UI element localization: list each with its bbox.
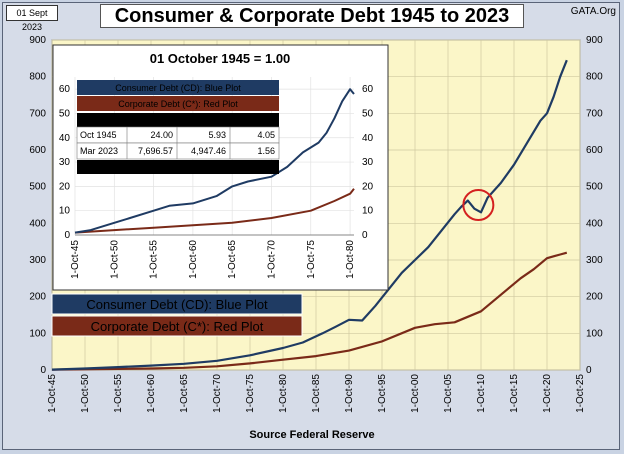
inset-table-cell: 4,947.46	[191, 146, 226, 156]
y-tick-label-left: 900	[29, 35, 46, 46]
y-tick-label-right: 200	[586, 292, 603, 303]
inset-title: 01 October 1945 = 1.00	[150, 51, 291, 66]
x-tick-label: 1-Oct-90	[344, 374, 355, 413]
x-tick-label: 1-Oct-45	[47, 374, 58, 413]
source-tag: GATA.Org	[570, 6, 616, 17]
inset-y-tick-left: 10	[59, 206, 71, 217]
x-tick-label: 1-Oct-70	[212, 374, 223, 413]
y-tick-label-right: 400	[586, 218, 603, 229]
inset-legend-consumer-box	[77, 80, 279, 95]
inset-table-cell: 4.05	[257, 130, 275, 140]
x-tick-label: 1-Oct-50	[80, 374, 91, 413]
y-tick-label-right: 800	[586, 72, 603, 83]
inset-table-header: CD $Bils	[186, 115, 222, 125]
consumer-debt-line	[51, 59, 568, 371]
inset-table-cell: 24.00	[150, 130, 173, 140]
x-tick-label: 1-Oct-00	[410, 374, 421, 413]
corporate-debt-line	[51, 251, 568, 371]
inset-y-tick-right: 20	[362, 181, 374, 192]
y-tick-label-left: 300	[29, 255, 46, 266]
inset-y-tick-left: 30	[59, 157, 71, 168]
inset-table-cell: Oct 1945	[80, 130, 117, 140]
chart-title: Consumer & Corporate Debt 1945 to 2023	[100, 4, 524, 28]
legend-corporate-label: Corporate Debt (C*): Red Plot	[91, 319, 264, 334]
inset-x-tick-label: 1-Oct-80	[345, 240, 356, 279]
inset-x-tick-label: 1-Oct-65	[227, 240, 238, 279]
y-tick-label-left: 400	[29, 218, 46, 229]
y-tick-label-left: 800	[29, 72, 46, 83]
y-tick-label-right: 700	[586, 108, 603, 119]
y-tick-label-left: 500	[29, 182, 46, 193]
y-tick-label-left: 600	[29, 145, 46, 156]
inset-table-header: C* $Bils	[136, 115, 169, 125]
inset-table-row	[76, 142, 280, 160]
x-tick-label: 1-Oct-15	[509, 374, 520, 413]
inset-table-header: C* / CD	[239, 115, 270, 125]
x-tick-label: 1-Oct-75	[245, 374, 256, 413]
inset-x-tick-label: 1-Oct-75	[306, 240, 317, 279]
legend-corporate-box	[51, 315, 303, 337]
x-tick-label: 1-Oct-05	[443, 374, 454, 413]
inset-y-tick-right: 60	[362, 84, 374, 95]
inset-y-tick-right: 10	[362, 206, 374, 217]
inset-y-tick-left: 20	[59, 181, 71, 192]
x-tick-label: 1-Oct-20	[542, 374, 553, 413]
y-tick-label-left: 0	[40, 365, 46, 376]
inset-table-cell: 1.56	[257, 146, 275, 156]
inset-y-tick-left: 60	[59, 84, 71, 95]
y-tick-label-left: 700	[29, 108, 46, 119]
y-tick-label-right: 600	[586, 145, 603, 156]
inset-y-tick-right: 0	[362, 230, 368, 241]
inset-y-tick-left: 0	[64, 230, 70, 241]
inset-consumer-debt-line	[74, 88, 355, 234]
x-tick-label: 1-Oct-25	[575, 374, 586, 413]
y-tick-label-right: 900	[586, 35, 603, 46]
inset-x-tick-label: 1-Oct-50	[109, 240, 120, 279]
inset-y-tick-right: 50	[362, 108, 374, 119]
inset-legend-consumer-label: Consumer Debt (CD): Blue Plot	[115, 83, 241, 93]
inset-x-tick-label: 1-Oct-70	[266, 240, 277, 279]
x-tick-label: 1-Oct-85	[311, 374, 322, 413]
inset-y-tick-left: 50	[59, 108, 71, 119]
y-tick-label-right: 500	[586, 182, 603, 193]
x-tick-label: 1-Oct-80	[278, 374, 289, 413]
inset-legend-corporate-box	[77, 96, 279, 111]
inset-table-cell: 5.93	[208, 130, 226, 140]
inset-y-tick-right: 30	[362, 157, 374, 168]
inset-table-header-row	[77, 113, 279, 127]
inset-x-tick-label: 1-Oct-60	[188, 240, 199, 279]
inset-corporate-debt-line	[74, 188, 355, 234]
y-tick-label-left: 200	[29, 292, 46, 303]
x-tick-label: 1-Oct-60	[146, 374, 157, 413]
highlight-circle	[462, 189, 495, 221]
inset-credit-label: Graphic by Mark J. Lundeen	[121, 162, 234, 172]
x-axis-label: Source Federal Reserve	[249, 429, 375, 441]
y-tick-label-right: 300	[586, 255, 603, 266]
x-tick-label: 1-Oct-55	[113, 374, 124, 413]
y-tick-label-left: 100	[29, 328, 46, 339]
inset-table-cell: 7,696.57	[138, 146, 173, 156]
x-tick-label: 1-Oct-65	[179, 374, 190, 413]
x-tick-label: 1-Oct-10	[476, 374, 487, 413]
y-tick-label-right: 0	[586, 365, 592, 376]
inset-x-tick-label: 1-Oct-55	[149, 240, 160, 279]
inset-table-cell: Mar 2023	[80, 146, 118, 156]
y-tick-label-right: 100	[586, 328, 603, 339]
legend-consumer-box	[51, 293, 303, 315]
inset-x-tick-label: 1-Oct-45	[70, 240, 81, 279]
inset-legend-corporate-label: Corporate Debt (C*): Red Plot	[118, 99, 238, 109]
legend-consumer-label: Consumer Debt (CD): Blue Plot	[86, 297, 268, 312]
inset-credit-bar	[77, 160, 279, 174]
inset-y-tick-left: 40	[59, 133, 71, 144]
date-label: 01 Sept 2023	[6, 5, 58, 32]
x-tick-label: 1-Oct-95	[377, 374, 388, 413]
inset-y-tick-right: 40	[362, 133, 374, 144]
